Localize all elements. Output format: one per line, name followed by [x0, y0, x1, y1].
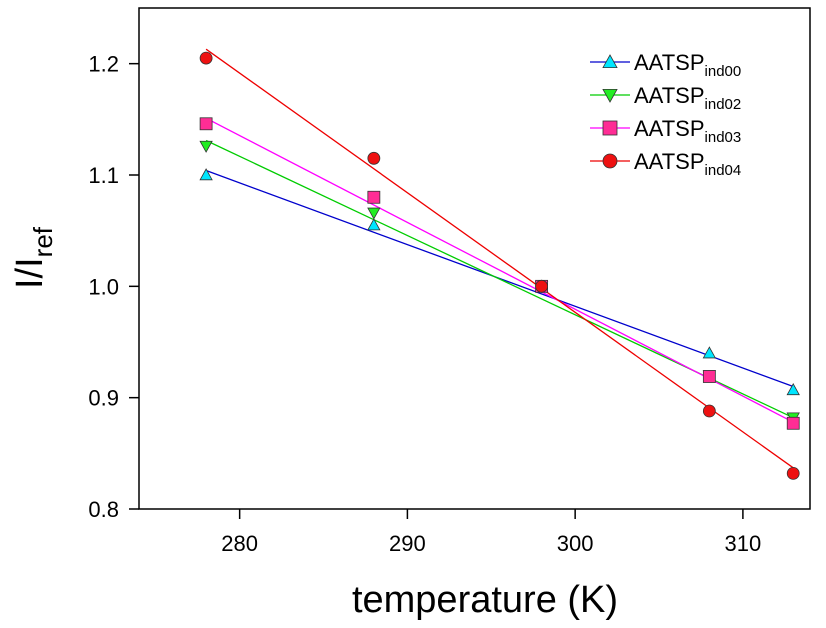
data-point-ind00	[199, 168, 213, 181]
legend-marker-ind00	[602, 54, 618, 68]
y-tick-label: 0.9	[88, 386, 119, 411]
x-tick-label: 300	[557, 531, 594, 556]
fit-line-ind04	[205, 48, 794, 469]
data-point-ind03	[367, 190, 381, 204]
legend-label-main: AATSP	[634, 50, 705, 75]
data-point-ind00	[786, 383, 800, 396]
legend-label-ind03: AATSPind03	[634, 116, 741, 146]
y-axis-title-sub: ref	[28, 226, 58, 257]
data-point-ind04	[535, 279, 548, 293]
data-point-ind04	[702, 404, 716, 418]
legend-marker-ind02	[602, 89, 618, 103]
data-point-ind02	[199, 140, 213, 153]
y-axis-title-main: I/I	[9, 257, 51, 289]
plot-area	[138, 7, 811, 510]
y-tick-label: 1.1	[88, 163, 119, 188]
legend-label-ind02: AATSPind02	[634, 83, 741, 113]
legend-label-ind04: AATSPind04	[634, 149, 741, 179]
y-axis: 0.8 0.9 1.0 1.1 1.2	[88, 52, 139, 522]
x-tick-label: 290	[389, 531, 426, 556]
data-point-ind04	[367, 151, 381, 165]
x-axis-title: temperature (K)	[352, 579, 618, 621]
legend-label-sub: ind04	[705, 162, 742, 179]
y-tick-label: 1.2	[88, 52, 119, 77]
plot-frame	[138, 7, 811, 510]
legend-label-main: AATSP	[634, 116, 705, 141]
y-tick-label: 0.8	[88, 497, 119, 522]
legend-marker-ind03	[602, 120, 618, 136]
data-point-ind00	[702, 346, 717, 359]
data-point-ind02	[367, 207, 381, 220]
legend-label-main: AATSP	[634, 83, 705, 108]
legend-label-ind00: AATSPind00	[634, 50, 741, 80]
data-point-ind03	[199, 117, 213, 131]
legend-label-sub: ind03	[705, 129, 742, 146]
data-point-ind03	[702, 370, 716, 383]
data-point-ind04	[199, 51, 213, 65]
fit-lines	[205, 48, 794, 469]
x-tick-label: 280	[221, 531, 258, 556]
y-axis-title: I/Iref	[9, 226, 58, 289]
data-point-ind03	[786, 416, 800, 430]
fit-line-ind03	[205, 117, 794, 423]
x-axis: 280 290 300 310	[221, 509, 761, 556]
data-point-ind00	[367, 218, 381, 231]
legend-label-sub: ind02	[705, 96, 742, 113]
legend-marker-ind04	[602, 153, 618, 169]
data-point-ind04	[786, 466, 800, 480]
x-tick-label: 310	[725, 531, 762, 556]
legend-label-sub: ind00	[705, 63, 742, 80]
y-tick-label: 1.0	[88, 274, 119, 299]
data-markers	[199, 51, 800, 480]
legend-label-main: AATSP	[634, 149, 705, 174]
